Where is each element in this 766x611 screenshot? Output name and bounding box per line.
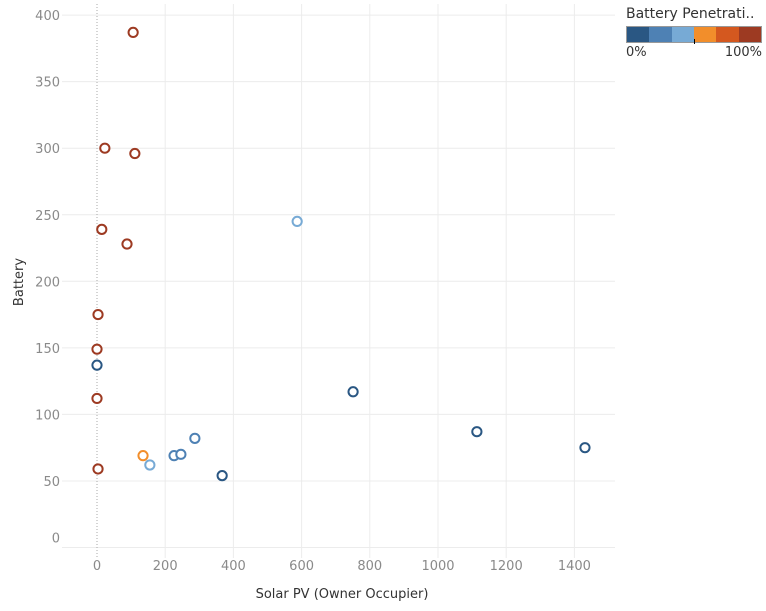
data-point[interactable] — [347, 386, 359, 398]
data-point[interactable] — [99, 142, 111, 154]
data-point[interactable] — [579, 442, 591, 454]
gridlines — [62, 4, 615, 558]
data-point[interactable] — [144, 459, 156, 471]
y-tick-label: 0 — [52, 532, 60, 547]
data-point[interactable] — [137, 450, 149, 462]
data-point[interactable] — [91, 359, 103, 371]
x-tick-labels: 0 200 400 600 800 1000 1200 1400 — [93, 559, 591, 574]
legend-swatch — [671, 27, 694, 42]
data-points — [91, 26, 591, 482]
legend-min-label: 0% — [626, 45, 647, 60]
x-tick-label: 400 — [221, 559, 246, 574]
data-point[interactable] — [471, 426, 483, 438]
x-tick-label: 200 — [153, 559, 178, 574]
data-point[interactable] — [91, 392, 103, 405]
y-tick-label: 50 — [43, 475, 60, 490]
legend-max-label: 100% — [724, 45, 762, 60]
y-tick-label: 300 — [35, 142, 60, 157]
data-point[interactable] — [291, 215, 303, 228]
legend-midpoint-mark — [694, 39, 695, 44]
x-axis-label: Solar PV (Owner Occupier) — [256, 587, 429, 602]
y-axis-label: Battery — [12, 258, 27, 306]
y-tick-label: 150 — [35, 342, 60, 357]
y-tick-label: 100 — [35, 408, 60, 423]
y-tick-labels: 0 50 100 150 200 250 300 350 400 — [35, 9, 60, 546]
legend-swatch — [627, 27, 650, 42]
x-tick-label: 0 — [93, 559, 101, 574]
data-point[interactable] — [127, 26, 139, 39]
x-tick-label: 600 — [289, 559, 314, 574]
data-point[interactable] — [92, 308, 104, 321]
data-point[interactable] — [121, 238, 133, 250]
x-tick-label: 1400 — [558, 559, 591, 574]
y-tick-label: 400 — [35, 9, 60, 24]
y-tick-label: 350 — [35, 76, 60, 91]
legend-swatch — [649, 27, 672, 42]
legend-swatch — [716, 27, 739, 42]
data-point[interactable] — [129, 147, 141, 160]
data-point[interactable] — [189, 432, 201, 444]
x-tick-label: 1000 — [421, 559, 454, 574]
x-tick-label: 800 — [357, 559, 382, 574]
color-legend[interactable]: Battery Penetrati.. 0% 100% — [626, 6, 762, 60]
data-point[interactable] — [92, 463, 104, 475]
legend-swatch — [693, 27, 717, 42]
data-point[interactable] — [175, 448, 187, 460]
data-point[interactable] — [91, 343, 103, 355]
data-point[interactable] — [96, 223, 108, 235]
x-tick-label: 1200 — [490, 559, 523, 574]
legend-color-ramp — [626, 26, 762, 44]
legend-swatch — [738, 27, 761, 42]
legend-title: Battery Penetrati.. — [626, 6, 755, 22]
y-tick-label: 250 — [35, 209, 60, 224]
y-tick-label: 200 — [35, 275, 60, 290]
data-point[interactable] — [216, 470, 228, 482]
